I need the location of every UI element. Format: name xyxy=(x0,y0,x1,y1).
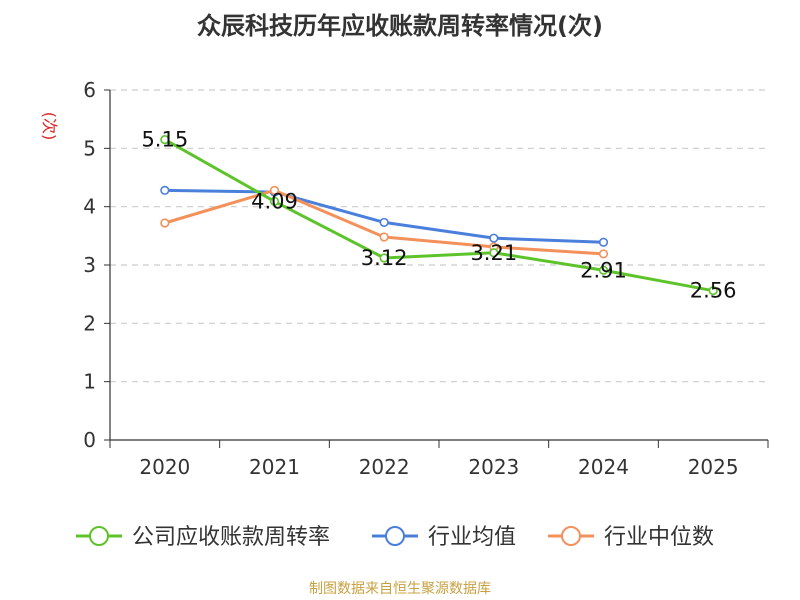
data-point-series-1 xyxy=(598,237,609,247)
y-tick-label: 0 xyxy=(83,428,96,452)
chart-title: 众辰科技历年应收账款周转率情况(次) xyxy=(197,12,603,40)
series-layer xyxy=(160,134,718,296)
source-note: 制图数据来自恒生聚源数据库 xyxy=(309,581,491,597)
legend-marker-1 xyxy=(385,526,405,546)
y-tick-label: 3 xyxy=(83,253,96,277)
data-point-series-1 xyxy=(379,217,389,228)
y-tick-label: 1 xyxy=(83,370,96,394)
data-label: 3.12 xyxy=(361,246,408,270)
data-point-series-0 xyxy=(160,134,170,145)
data-point-series-0 xyxy=(708,286,718,296)
legend-label-1: 行业均值 xyxy=(428,525,516,550)
data-point-series-2 xyxy=(598,249,609,259)
y-tick-label: 5 xyxy=(83,136,96,160)
data-label: 2.91 xyxy=(580,258,627,282)
x-tick-label: 2025 xyxy=(688,455,739,479)
data-point-series-0 xyxy=(489,248,499,258)
data-point-series-1 xyxy=(489,233,499,243)
data-point-series-1 xyxy=(160,185,170,195)
y-axis-label: (次) xyxy=(40,112,59,141)
legend-marker-0 xyxy=(89,526,109,546)
y-tick-label: 4 xyxy=(83,195,96,219)
data-point-series-0 xyxy=(598,265,609,275)
legend: 公司应收账款周转率 行业均值 行业中位数 xyxy=(76,525,714,550)
x-tick-label: 2023 xyxy=(468,455,519,479)
x-tick-label: 2021 xyxy=(249,455,300,479)
data-label: 4.09 xyxy=(251,189,298,213)
x-tick-label: 2020 xyxy=(139,455,190,479)
x-tick-label: 2024 xyxy=(578,455,629,479)
axis-layer: 0 1 2 3 4 5 6 2020 2021 2022 2023 2024 2025 (次) xyxy=(40,78,769,479)
y-tick-label: 6 xyxy=(83,78,96,102)
legend-label-2: 行业中位数 xyxy=(604,525,714,550)
data-label-layer: 5.15 4.09 3.12 3.21 2.91 2.56 xyxy=(141,128,736,303)
grid-layer xyxy=(110,89,768,383)
data-label: 3.21 xyxy=(470,241,517,265)
legend-label-0: 公司应收账款周转率 xyxy=(132,525,330,550)
data-point-series-2 xyxy=(269,185,280,195)
data-label: 2.56 xyxy=(690,279,737,303)
data-point-series-2 xyxy=(160,218,170,228)
x-tick-label: 2022 xyxy=(359,455,410,479)
data-point-series-0 xyxy=(269,196,280,207)
legend-marker-2 xyxy=(561,526,581,546)
data-point-series-2 xyxy=(379,232,389,242)
data-point-series-0 xyxy=(379,253,389,263)
y-tick-label: 2 xyxy=(83,311,96,335)
series-line-0 xyxy=(164,138,714,293)
data-label: 5.15 xyxy=(141,128,188,152)
